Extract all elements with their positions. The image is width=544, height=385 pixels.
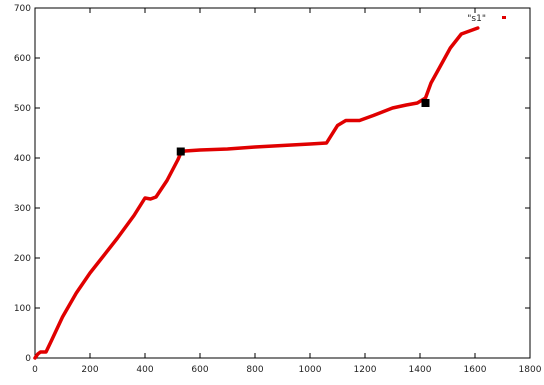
plot-frame [34,7,531,359]
x-tick-label: 1400 [409,365,432,375]
legend-label-s1: "s1" [467,14,486,24]
legend-swatch-s1 [502,16,506,19]
legend: "s1" [467,14,506,24]
x-tick-label: 400 [136,365,153,375]
series-layer [33,26,480,360]
y-tick-label: 200 [14,254,31,264]
x-tick-label: 200 [81,365,98,375]
markers-layer [176,99,430,156]
x-tick-label: 1200 [354,365,377,375]
x-tick-label: 1800 [519,365,542,375]
x-tick-label: 1000 [299,365,322,375]
x-tick-label: 600 [191,365,208,375]
y-tick-label: 0 [25,354,31,364]
x-tick-label: 0 [32,365,38,375]
marker-point-2 [421,99,430,107]
marker-point-1 [176,147,185,156]
y-tick-label: 300 [14,204,31,214]
y-tick-label: 400 [14,154,31,164]
x-tick-label: 800 [246,365,263,375]
y-tick-label: 600 [14,54,31,64]
x-tick-label: 1600 [464,365,487,375]
y-tick-label: 100 [14,304,31,314]
plot-frame-group [34,7,531,359]
y-tick-label: 700 [14,4,31,14]
series-line-s1 [33,26,480,360]
y-tick-label: 500 [14,104,31,114]
axis-ticks: 0 200 400 600 800 1000 1200 1400 1600 1800 0 100 200… [14,4,542,375]
